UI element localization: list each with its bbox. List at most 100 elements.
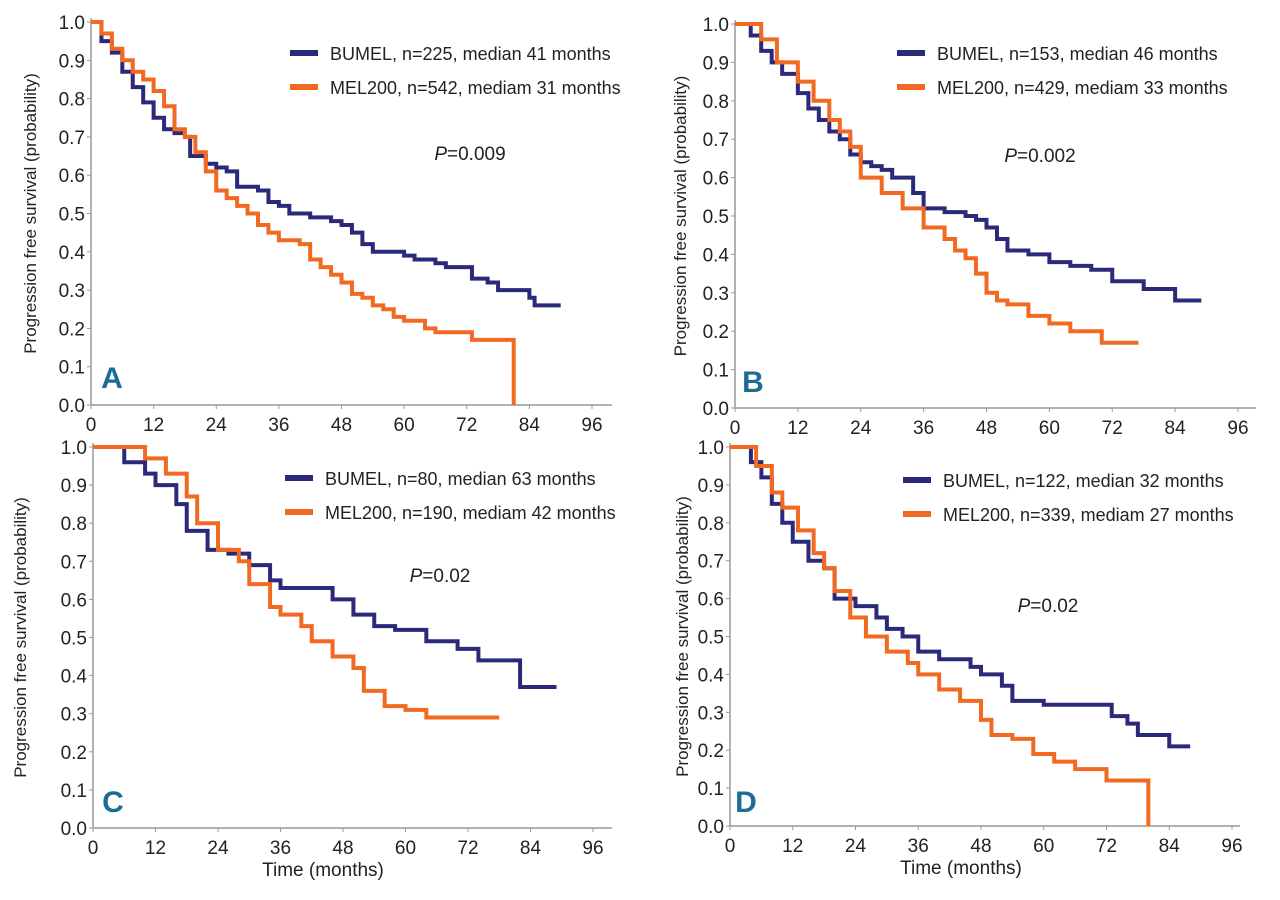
x-tick-label: 72 (1102, 418, 1123, 439)
y-tick-label: 0.8 (698, 514, 724, 535)
y-tick-label: 0.8 (59, 90, 85, 111)
y-tick-label: 0.6 (698, 590, 724, 611)
x-tick-label: 12 (787, 418, 808, 439)
p-label: P (410, 566, 423, 587)
y-tick-label: 0.7 (59, 128, 85, 149)
y-axis-label: Progression free survival (probability) (673, 496, 692, 777)
panel-letter: A (101, 362, 123, 395)
y-tick-label: 1.0 (698, 438, 724, 459)
y-tick-label: 0.9 (698, 476, 724, 497)
x-tick-label: 36 (908, 836, 929, 857)
panel-letter: D (735, 786, 757, 819)
y-tick-label: 0.3 (703, 284, 729, 305)
mel200-survival-curve (735, 22, 1139, 345)
y-tick-label: 0.8 (703, 92, 729, 113)
y-axis-label: Progression free survival (probability) (671, 76, 690, 357)
bumel-survival-curve (735, 22, 1202, 303)
x-tick-label: 24 (206, 415, 228, 436)
x-tick-label: 72 (1096, 836, 1117, 857)
y-tick-label: 0.5 (61, 629, 87, 650)
x-tick-label: 12 (145, 838, 166, 859)
x-tick-label: 72 (457, 838, 478, 859)
x-tick-label: 36 (913, 418, 934, 439)
x-tick-label: 0 (88, 838, 99, 859)
y-tick-label: 1.0 (61, 438, 87, 459)
mel200-survival-curve (93, 445, 500, 720)
y-tick-label: 0.3 (59, 281, 85, 302)
y-tick-label: 0.4 (61, 667, 88, 688)
y-tick-label: 0.7 (703, 130, 729, 151)
p-value-annotation: P=0.002 (1004, 146, 1075, 167)
p-value: =0.02 (422, 566, 470, 587)
x-tick-label: 60 (394, 415, 415, 436)
x-tick-label: 24 (850, 418, 872, 439)
y-tick-label: 0.1 (61, 781, 87, 802)
legend-label: MEL200, n=190, mediam 42 months (325, 503, 616, 523)
y-tick-label: 0.8 (61, 514, 87, 535)
legend-label: MEL200, n=542, mediam 31 months (330, 78, 621, 98)
x-tick-label: 0 (725, 836, 736, 857)
y-axis-label: Progression free survival (probability) (21, 73, 40, 354)
panel-letter: C (102, 786, 124, 819)
x-tick-label: 48 (332, 838, 353, 859)
x-tick-label: 36 (268, 415, 289, 436)
y-tick-label: 0.1 (698, 779, 724, 800)
y-tick-label: 0.9 (703, 53, 729, 74)
x-tick-label: 84 (1159, 836, 1181, 857)
y-tick-label: 0.6 (703, 169, 729, 190)
x-tick-label: 84 (520, 838, 542, 859)
y-tick-label: 0.1 (703, 361, 729, 382)
x-tick-label: 84 (1165, 418, 1187, 439)
x-tick-label: 96 (582, 838, 603, 859)
legend-label: BUMEL, n=122, median 32 months (943, 471, 1224, 491)
legend-label: BUMEL, n=225, median 41 months (330, 44, 611, 64)
y-tick-label: 0.5 (703, 207, 729, 228)
y-tick-label: 0.6 (59, 166, 85, 187)
x-axis-label: Time (months) (262, 860, 384, 881)
x-tick-label: 96 (581, 415, 602, 436)
y-tick-label: 0.2 (61, 743, 87, 764)
p-value: =0.002 (1017, 146, 1076, 167)
x-tick-label: 0 (730, 418, 741, 439)
y-tick-label: 0.2 (703, 322, 729, 343)
y-tick-label: 0.6 (61, 590, 87, 611)
x-tick-label: 12 (143, 415, 164, 436)
x-tick-label: 36 (270, 838, 291, 859)
y-tick-label: 0.5 (59, 205, 85, 226)
y-tick-label: 0.4 (698, 665, 725, 686)
p-value-annotation: P=0.02 (1018, 596, 1079, 617)
legend-label: MEL200, n=339, mediam 27 months (943, 505, 1234, 525)
y-tick-label: 0.9 (61, 476, 87, 497)
y-tick-label: 1.0 (703, 15, 729, 36)
x-tick-label: 60 (1033, 836, 1054, 857)
y-tick-label: 0.3 (61, 705, 87, 726)
p-value-annotation: P=0.02 (410, 566, 471, 587)
y-tick-label: 0.3 (698, 703, 724, 724)
y-tick-label: 0.4 (703, 245, 730, 266)
y-tick-label: 0.0 (698, 817, 724, 838)
y-tick-label: 0.1 (59, 358, 85, 379)
x-tick-label: 0 (86, 415, 97, 436)
x-tick-label: 12 (782, 836, 803, 857)
x-tick-label: 60 (395, 838, 416, 859)
y-axis-label: Progression free survival (probability) (11, 497, 30, 778)
legend-label: MEL200, n=429, mediam 33 months (937, 78, 1228, 98)
y-tick-label: 0.7 (61, 552, 87, 573)
bumel-survival-curve (91, 20, 561, 308)
p-value: =0.02 (1030, 596, 1078, 617)
x-tick-label: 84 (519, 415, 541, 436)
legend-label: BUMEL, n=153, median 46 months (937, 44, 1218, 64)
x-tick-label: 24 (207, 838, 229, 859)
x-tick-label: 72 (456, 415, 477, 436)
y-tick-label: 0.5 (698, 628, 724, 649)
y-tick-label: 0.4 (59, 243, 86, 264)
p-label: P (434, 144, 447, 165)
y-tick-label: 0.0 (61, 819, 87, 840)
mel200-survival-curve (730, 445, 1151, 826)
y-tick-label: 0.9 (59, 51, 85, 72)
p-label: P (1018, 596, 1031, 617)
legend-label: BUMEL, n=80, median 63 months (325, 469, 596, 489)
y-tick-label: 0.0 (59, 396, 85, 417)
x-axis-label: Time (months) (900, 858, 1022, 879)
